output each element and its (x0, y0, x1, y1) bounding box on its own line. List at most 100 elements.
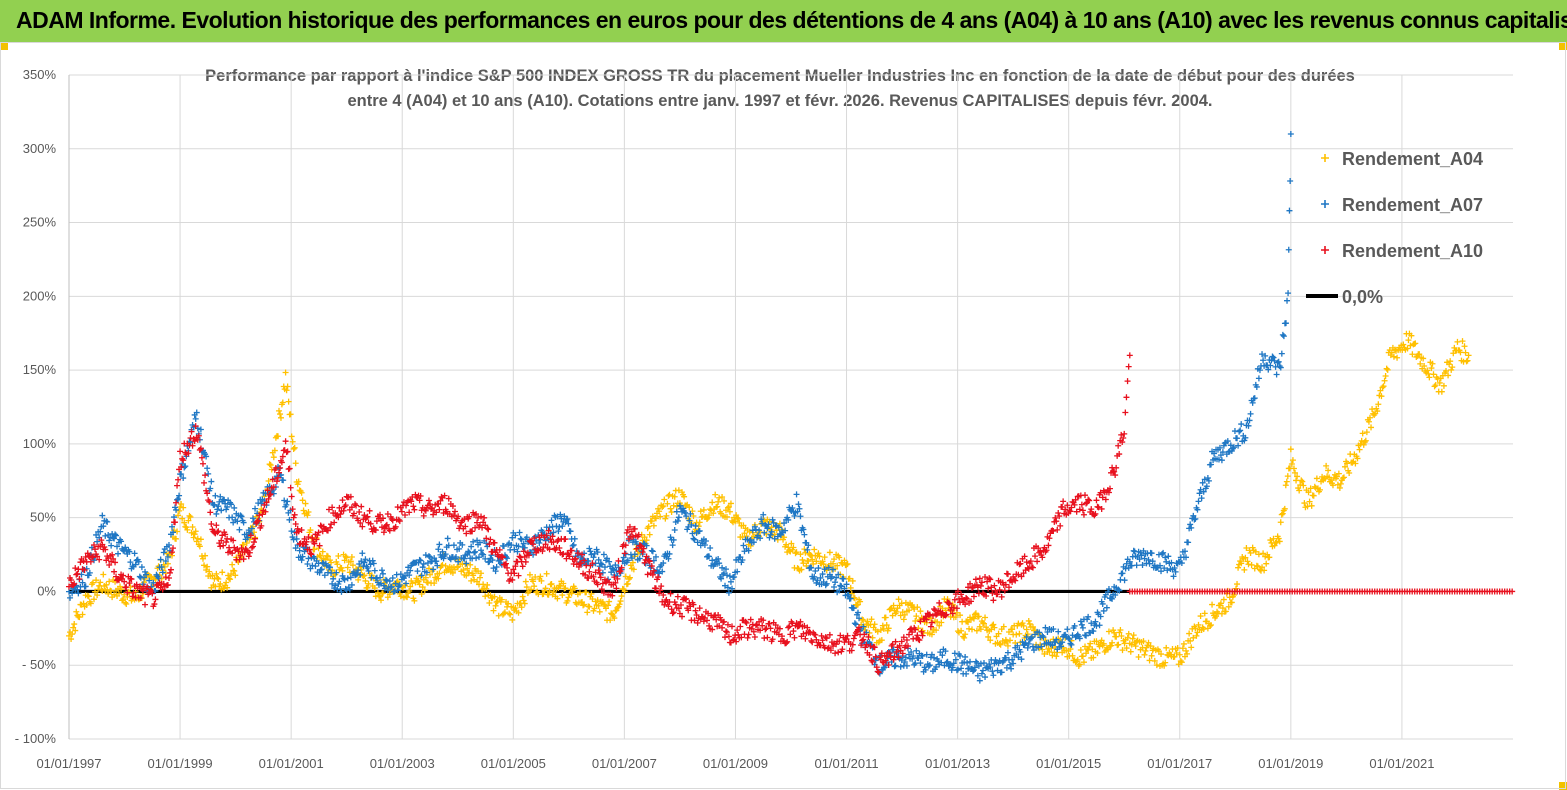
a07-point (361, 559, 368, 566)
a04-point (793, 549, 800, 556)
a10-point (863, 641, 870, 648)
a04-point (681, 493, 688, 500)
a10-point (719, 624, 726, 631)
a04-point (364, 584, 371, 591)
a04-point (1083, 650, 1090, 657)
legend-label: 0,0% (1342, 287, 1383, 307)
a04-point (735, 515, 742, 522)
a07-point (1274, 359, 1281, 366)
a07-point (770, 519, 777, 526)
a04-point (1289, 457, 1296, 464)
a04-point (213, 570, 220, 577)
a10-point (866, 651, 873, 658)
a10-point (933, 611, 940, 618)
a04-point (1382, 373, 1389, 380)
a07-point (823, 580, 830, 587)
a04-point (181, 519, 188, 526)
a04-point (1173, 649, 1180, 656)
a10-point (759, 622, 766, 629)
a04-point (979, 619, 986, 626)
a07-point (938, 659, 945, 666)
a10-point (287, 484, 294, 491)
a07-point (800, 526, 807, 533)
a04-point (512, 605, 519, 612)
a04-point (117, 583, 124, 590)
a07-point (716, 560, 723, 567)
a04-point (1226, 594, 1233, 601)
a10-point (949, 610, 956, 617)
a04-point (1003, 638, 1010, 645)
a10-point (88, 553, 95, 560)
a04-point (1190, 634, 1197, 641)
a04-point (847, 584, 854, 591)
a04-point (1085, 646, 1092, 653)
a10-point (978, 579, 985, 586)
a10-point (309, 535, 316, 542)
a10-point (743, 619, 750, 626)
a07-point (1195, 498, 1202, 505)
a07-point (115, 550, 122, 557)
a07-point (391, 588, 398, 595)
a07-point (338, 588, 345, 595)
a04-point (1431, 383, 1438, 390)
a04-point (942, 607, 949, 614)
a04-point (725, 503, 732, 510)
a10-point (600, 589, 607, 596)
a04-point (1217, 600, 1224, 607)
a04-point (997, 641, 1004, 648)
a04-point (386, 591, 393, 598)
a10-point (180, 457, 187, 464)
a07-point (811, 573, 818, 580)
a04-point (781, 534, 788, 541)
a04-point (1361, 439, 1368, 446)
a04-point (417, 573, 424, 580)
a07-point (280, 477, 287, 484)
a04-point (559, 592, 566, 599)
a07-point (760, 511, 767, 518)
a04-point (664, 500, 671, 507)
a07-point (430, 566, 437, 573)
a07-point (368, 574, 375, 581)
a07-point (1139, 562, 1146, 569)
a04-point (969, 614, 976, 621)
a07-point (358, 558, 365, 565)
a10-point (970, 593, 977, 600)
a04-point (719, 494, 726, 501)
a07-point (1023, 633, 1030, 640)
a04-point (1278, 511, 1285, 518)
a10-point (1050, 527, 1057, 534)
a10-point (778, 633, 785, 640)
y-tick-label: 150% (23, 362, 57, 377)
a07-point (214, 506, 221, 513)
a04-point (1193, 632, 1200, 639)
a10-point (575, 563, 582, 570)
a04-point (690, 513, 697, 520)
a10-point (824, 645, 831, 652)
a07-point (192, 415, 199, 422)
a10-point (896, 642, 903, 649)
a04-point (602, 605, 609, 612)
a10-point (895, 654, 902, 661)
a07-point (330, 575, 337, 582)
a07-point (1085, 613, 1092, 620)
a10-point (72, 565, 79, 572)
a10-point (563, 555, 570, 562)
a04-point (300, 507, 307, 514)
a07-point (1024, 644, 1031, 651)
a04-point (1113, 633, 1120, 640)
a07-point (979, 667, 986, 674)
a07-point (1010, 660, 1017, 667)
a07-point (461, 555, 468, 562)
a04-point (1307, 485, 1314, 492)
a10-point (909, 629, 916, 636)
a04-point (807, 551, 814, 558)
a10-point (90, 542, 97, 549)
a10-point (590, 573, 597, 580)
a07-point (362, 556, 369, 563)
a07-point (666, 550, 673, 557)
a10-point (353, 502, 360, 509)
a04-point (645, 523, 652, 530)
a10-point (871, 644, 878, 651)
a07-point (675, 514, 682, 521)
a10-point (144, 583, 151, 590)
